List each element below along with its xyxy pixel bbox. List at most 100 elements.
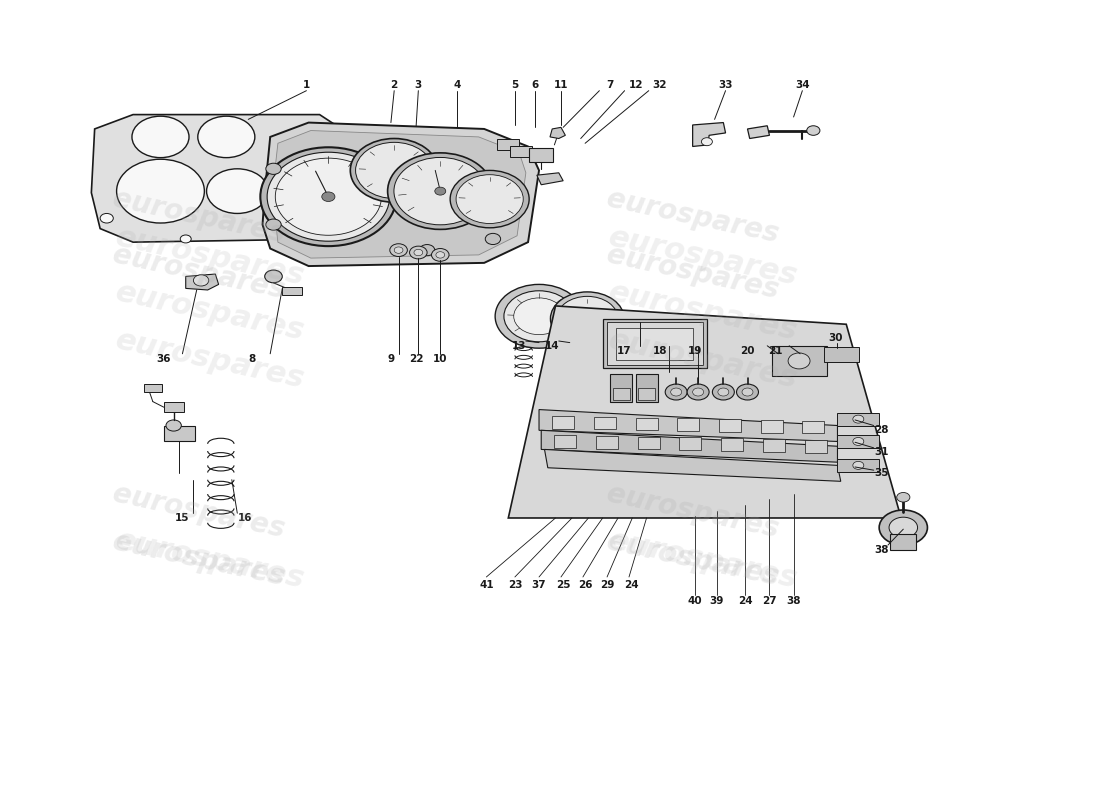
Bar [636,374,658,402]
Text: 9: 9 [387,354,395,363]
Bar [594,417,616,430]
Bar [616,328,693,360]
Bar [638,437,660,450]
Circle shape [355,142,432,198]
Text: 13: 13 [512,341,527,350]
Circle shape [896,493,910,502]
Bar [283,286,302,294]
Circle shape [713,384,735,400]
Text: 11: 11 [553,80,569,90]
Text: 38: 38 [786,596,801,606]
Circle shape [100,214,113,223]
Circle shape [194,275,209,286]
Circle shape [495,285,583,348]
Circle shape [350,138,438,202]
Circle shape [504,290,574,342]
Circle shape [198,116,255,158]
Bar [164,426,195,442]
Polygon shape [539,410,837,442]
Bar [678,418,700,431]
Text: 7: 7 [607,80,614,90]
Circle shape [852,462,864,470]
Text: eurospares: eurospares [604,185,781,249]
Text: 34: 34 [795,80,810,90]
Polygon shape [508,306,901,518]
Text: eurospares: eurospares [606,278,801,346]
Circle shape [852,438,864,446]
Text: eurospares: eurospares [110,241,287,304]
Bar [552,416,574,429]
Text: 41: 41 [478,580,494,590]
Text: 21: 21 [768,346,782,355]
Text: 28: 28 [874,426,889,435]
Circle shape [132,116,189,158]
Text: 39: 39 [710,596,724,606]
Circle shape [702,138,713,146]
Polygon shape [541,430,837,462]
Text: 23: 23 [507,580,522,590]
Text: 12: 12 [628,80,642,90]
Text: 35: 35 [874,468,889,478]
Text: 26: 26 [578,580,593,590]
Circle shape [456,174,524,223]
Bar [802,421,824,434]
Text: eurospares: eurospares [604,480,781,543]
Text: eurospares: eurospares [606,222,801,290]
Text: 14: 14 [544,341,560,350]
Circle shape [314,226,327,236]
Bar [596,436,618,449]
Bar [761,420,782,433]
Circle shape [419,245,435,256]
Bar [144,384,162,392]
Text: eurospares: eurospares [604,241,781,304]
Circle shape [806,126,820,135]
Text: 15: 15 [175,513,189,523]
Text: eurospares: eurospares [112,222,307,290]
Bar [607,322,703,365]
Circle shape [117,159,205,223]
Bar [529,148,553,162]
Circle shape [550,292,624,346]
Circle shape [889,517,917,538]
Text: eurospares: eurospares [112,278,307,346]
Bar [636,418,658,430]
Circle shape [394,247,403,254]
Text: eurospares: eurospares [110,185,287,249]
Circle shape [166,420,182,431]
Circle shape [485,234,501,245]
Circle shape [261,147,396,246]
Text: 1: 1 [302,80,310,90]
Bar [610,374,632,402]
Circle shape [394,158,486,225]
Text: 36: 36 [156,354,170,363]
Text: 24: 24 [624,580,638,590]
Polygon shape [186,274,219,290]
Text: 16: 16 [238,513,252,523]
Circle shape [322,192,334,202]
Text: eurospares: eurospares [110,527,287,591]
Circle shape [450,170,529,228]
Polygon shape [693,122,726,146]
Text: eurospares: eurospares [110,480,287,543]
Circle shape [266,163,282,174]
Text: eurospares: eurospares [112,326,307,394]
Circle shape [414,250,422,256]
Text: 31: 31 [874,447,889,457]
Polygon shape [273,130,526,258]
Text: 24: 24 [738,596,752,606]
Polygon shape [544,450,840,482]
Bar [722,438,744,451]
Circle shape [879,510,927,545]
Bar [763,439,784,452]
Polygon shape [91,114,350,242]
Circle shape [737,384,759,400]
Text: 4: 4 [453,80,461,90]
Text: 25: 25 [556,580,571,590]
Bar [613,388,630,400]
Text: 22: 22 [409,354,424,363]
Bar [497,139,519,150]
Bar [554,435,576,448]
Circle shape [742,388,754,396]
Text: 2: 2 [390,80,398,90]
Bar [771,346,826,376]
